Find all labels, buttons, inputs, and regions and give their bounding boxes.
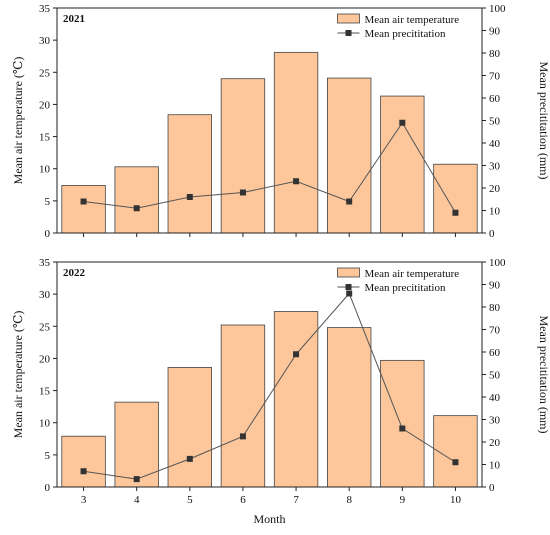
panel-2022-left-tick-label-20: 20 <box>39 353 51 365</box>
panel-2022-bar-4 <box>114 401 159 488</box>
panel-2022-right-tick-label-80: 80 <box>489 302 501 314</box>
panel-2022-left-axis-title: Mean air temperature (℃) <box>11 311 25 439</box>
panel-2022-left-tick-label-15: 15 <box>39 386 51 398</box>
panel-2021-right-tick-label-10: 10 <box>489 206 501 218</box>
panel-2022-bar-9 <box>380 359 425 488</box>
panel-2022-left-tick-label-35: 35 <box>39 257 51 269</box>
panel-2022-x-tick-label-5: 5 <box>187 494 193 506</box>
panel-2022-precipitation-point-8 <box>346 290 353 297</box>
panel-2021-precipitation-point-8 <box>346 198 353 205</box>
panel-2022-precipitation-point-10 <box>452 459 459 466</box>
panel-2021-right-tick-label-40: 40 <box>489 138 501 150</box>
panel-2021-bar-3 <box>61 185 106 234</box>
panel-2022-year-label: 2022 <box>63 267 86 279</box>
panel-2021-left-tick-label-30: 30 <box>39 35 51 47</box>
panel-2022-right-tick-label-70: 70 <box>489 325 501 337</box>
panel-2021-bar-5 <box>167 114 212 234</box>
panel-2022-x-tick-label-8: 8 <box>346 494 352 506</box>
panel-2022-bar-3 <box>61 435 106 488</box>
panel-2021-left-tick-label-10: 10 <box>39 164 51 176</box>
panel-2022-right-tick-label-20: 20 <box>489 437 501 449</box>
panel-2021-left-tick-label-25: 25 <box>39 67 51 79</box>
panel-2022-right-tick-label-30: 30 <box>489 415 501 427</box>
panel-2021-legend-bar-label: Mean air temperature <box>365 14 460 26</box>
panel-2022-right-tick-label-0: 0 <box>489 482 495 494</box>
panel-2021-bar-6 <box>220 78 266 234</box>
panel-2021-right-tick-label-60: 60 <box>489 93 501 105</box>
panel-2022-precipitation-point-3 <box>80 468 87 475</box>
panel-2021-precipitation-line <box>83 121 456 214</box>
panel-2021-bar-8 <box>327 77 372 234</box>
panel-2021-bar-7 <box>273 51 319 234</box>
panel-2022-right-tick-label-50: 50 <box>489 370 501 382</box>
panel-2022-left-tick-label-30: 30 <box>39 289 51 301</box>
panel-2021-legend-line-label: Mean precititation <box>365 28 446 40</box>
panel-2022-x-tick-label-3: 3 <box>81 494 87 506</box>
panel-2022-right-tick-label-100: 100 <box>489 257 506 269</box>
panel-2022-x-tick-label-7: 7 <box>293 494 299 506</box>
panel-2022-bar-6 <box>220 324 266 488</box>
panel-2021-precipitation-point-9 <box>399 119 406 126</box>
panel-2022-left-tick-label-10: 10 <box>39 418 51 430</box>
panel-2022-x-axis-title: Month <box>253 512 285 526</box>
panel-2021-left-tick-label-5: 5 <box>45 196 51 208</box>
panel-2022-precipitation-line <box>83 292 456 480</box>
panel-2021-left-tick-label-35: 35 <box>39 3 51 15</box>
panel-2021-precipitation-point-5 <box>186 194 193 200</box>
panel-2021-right-tick-label-90: 90 <box>489 26 501 38</box>
panel-2021-year-label: 2021 <box>63 13 85 25</box>
panel-2021-right-tick-label-30: 30 <box>489 161 501 173</box>
panel-2022-right-tick-label-60: 60 <box>489 347 501 359</box>
panel-2022-legend-line-marker <box>345 284 352 290</box>
panel-2021-right-tick-label-100: 100 <box>489 3 506 15</box>
panel-2022-legend-bar-swatch <box>337 267 360 278</box>
panel-2021-left-tick-label-15: 15 <box>39 132 51 144</box>
panel-2022-precipitation-point-4 <box>133 476 140 483</box>
panel-2022-x-tick-label-10: 10 <box>450 494 462 506</box>
panel-2022-left-tick-label-25: 25 <box>39 321 51 333</box>
panel-2022-left-tick-label-0: 0 <box>45 482 51 494</box>
panel-2022-right-tick-label-90: 90 <box>489 280 501 292</box>
panel-2021-legend-line-marker <box>345 30 352 36</box>
panel-2022-x-tick-label-4: 4 <box>134 494 140 506</box>
panel-2022-x-tick-label-6: 6 <box>240 494 246 506</box>
panel-2022-x-tick-label-9: 9 <box>400 494 406 506</box>
panel-2022-right-axis-title: Mean precititation (mm) <box>537 316 550 434</box>
panel-2022-right-tick-label-40: 40 <box>489 392 501 404</box>
panel-2021-right-tick-label-70: 70 <box>489 71 501 83</box>
panel-2022-legend-line-label: Mean precititation <box>365 282 446 294</box>
panel-2022-precipitation-point-7 <box>293 351 300 358</box>
panel-2021-precipitation-point-7 <box>293 178 300 185</box>
panel-2022-left-tick-label-5: 5 <box>45 450 51 462</box>
panel-2021-right-axis-title: Mean precititation (mm) <box>537 62 550 180</box>
panel-2021-left-tick-label-20: 20 <box>39 99 51 111</box>
panel-2021-left-axis-title: Mean air temperature (℃) <box>11 57 25 185</box>
panel-2022-precipitation-point-9 <box>399 425 406 432</box>
panel-2021-bar-10 <box>433 163 478 234</box>
panel-2021-right-tick-label-20: 20 <box>489 183 501 195</box>
panel-2021-right-tick-label-0: 0 <box>489 228 495 240</box>
panel-2021-precipitation-point-6 <box>239 189 246 196</box>
panel-2021-right-tick-label-80: 80 <box>489 48 501 60</box>
panel-2021-bar-9 <box>380 95 425 234</box>
panel-2021-bar-4 <box>114 166 159 234</box>
panel-2022-bar-5 <box>167 367 212 488</box>
panel-2022-bar-10 <box>433 415 478 488</box>
panel-2021-right-tick-label-50: 50 <box>489 116 501 128</box>
panel-2022-legend-bar-label: Mean air temperature <box>365 268 460 280</box>
panel-2021-legend-bar-swatch <box>337 13 360 24</box>
panel-2022-bar-7 <box>273 311 319 488</box>
panel-2022-right-tick-label-10: 10 <box>489 460 501 472</box>
panel-2021-precipitation-point-4 <box>133 205 140 212</box>
panel-2022-precipitation-point-6 <box>239 433 246 440</box>
panel-2021-left-tick-label-0: 0 <box>45 228 51 240</box>
panel-2021-precipitation-point-3 <box>80 198 87 205</box>
panel-2022-bar-8 <box>327 327 372 488</box>
panel-2022-precipitation-point-5 <box>186 455 193 462</box>
panel-2021-precipitation-point-10 <box>452 209 459 216</box>
